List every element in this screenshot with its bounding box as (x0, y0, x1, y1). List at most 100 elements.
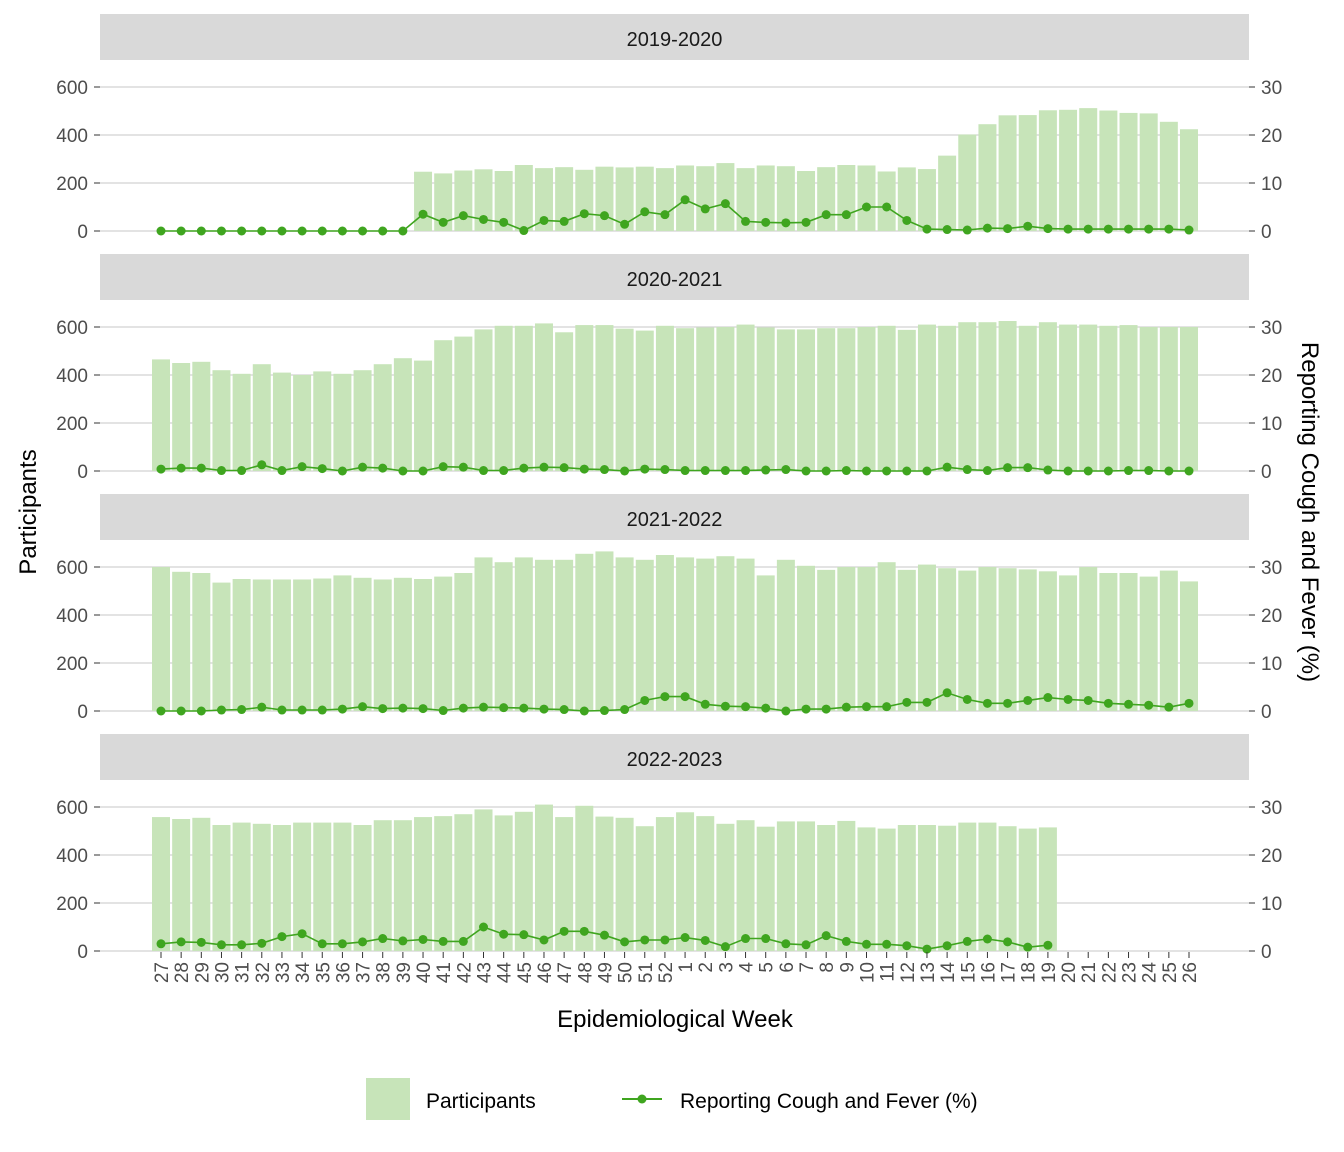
bar (534, 323, 553, 471)
data-point (841, 702, 851, 712)
bar (474, 329, 493, 471)
x-tick-label: 36 (333, 962, 354, 983)
y-tick-label: 400 (56, 126, 88, 147)
data-point (599, 930, 609, 940)
bar (434, 340, 453, 471)
data-point (640, 935, 650, 945)
data-point (216, 940, 226, 950)
data-point (176, 463, 186, 473)
data-point (781, 465, 791, 475)
bar (293, 579, 312, 711)
bar (1159, 121, 1178, 231)
data-point (156, 939, 166, 949)
data-point (1043, 465, 1053, 475)
bar (272, 579, 291, 711)
x-tick-label: 42 (454, 962, 475, 983)
data-point (741, 934, 751, 944)
data-point (801, 217, 811, 227)
data-point (861, 702, 871, 712)
x-tick-label: 19 (1039, 962, 1060, 983)
x-tick-label: 51 (636, 962, 657, 983)
bar (414, 171, 433, 231)
facet-strip (100, 734, 1249, 780)
data-point (882, 466, 892, 476)
data-point (982, 223, 992, 233)
bar (736, 820, 755, 951)
data-point (801, 466, 811, 476)
data-point (196, 937, 206, 947)
bar (353, 370, 372, 471)
y-tick-label: 400 (56, 366, 88, 387)
bar (514, 325, 533, 471)
data-point (1164, 224, 1174, 234)
y-tick-label: 0 (77, 462, 88, 483)
data-point (559, 705, 569, 715)
data-point (398, 466, 408, 476)
data-point (660, 692, 670, 702)
data-point (317, 705, 327, 715)
data-point (761, 465, 771, 475)
y2-tick-label: 30 (1261, 318, 1282, 339)
data-point (962, 936, 972, 946)
x-tick-label: 45 (515, 962, 536, 983)
data-point (700, 699, 710, 709)
data-point (1103, 466, 1113, 476)
data-point (1063, 466, 1073, 476)
bar (978, 822, 997, 951)
data-point (337, 226, 347, 236)
data-point (539, 462, 549, 472)
bar (615, 167, 634, 231)
y2-tick-label: 30 (1261, 798, 1282, 819)
data-point (841, 466, 851, 476)
bar (917, 324, 936, 471)
y2-tick-label: 0 (1261, 222, 1272, 243)
data-point (479, 702, 489, 712)
bar (797, 821, 816, 951)
bar (494, 562, 513, 711)
data-point (317, 939, 327, 949)
data-point (559, 463, 569, 473)
bar (595, 816, 614, 951)
data-point (257, 938, 267, 948)
data-point (982, 466, 992, 476)
bar (293, 822, 312, 951)
data-point (398, 703, 408, 713)
data-point (579, 209, 589, 219)
bar (1119, 112, 1138, 231)
data-point (579, 926, 589, 936)
data-point (1003, 463, 1013, 473)
bar (797, 171, 816, 231)
data-point (942, 941, 952, 951)
bar (1139, 327, 1158, 471)
x-tick-label: 31 (233, 962, 254, 983)
data-point (297, 462, 307, 472)
data-point (358, 937, 368, 947)
data-point (680, 933, 690, 943)
data-point (317, 226, 327, 236)
data-point (640, 464, 650, 474)
data-point (922, 466, 932, 476)
data-point (458, 462, 468, 472)
bar (252, 823, 271, 951)
x-tick-label: 26 (1180, 962, 1201, 983)
data-point (902, 941, 912, 951)
bar (575, 805, 594, 951)
data-point (599, 465, 609, 475)
data-point (1124, 224, 1134, 234)
data-point (539, 704, 549, 714)
data-point (156, 226, 166, 236)
bar (655, 325, 674, 471)
x-axis-title: Epidemiological Week (557, 1006, 794, 1033)
data-point (861, 466, 871, 476)
data-point (599, 706, 609, 716)
data-point (982, 698, 992, 708)
x-tick-label: 22 (1099, 962, 1120, 983)
data-point (196, 463, 206, 473)
data-point (539, 215, 549, 225)
y-axis-title: Participants (15, 449, 42, 574)
data-point (277, 932, 287, 942)
data-point (1144, 700, 1154, 710)
x-tick-label: 1 (676, 962, 697, 973)
bar (1018, 325, 1037, 471)
data-point (458, 703, 468, 713)
